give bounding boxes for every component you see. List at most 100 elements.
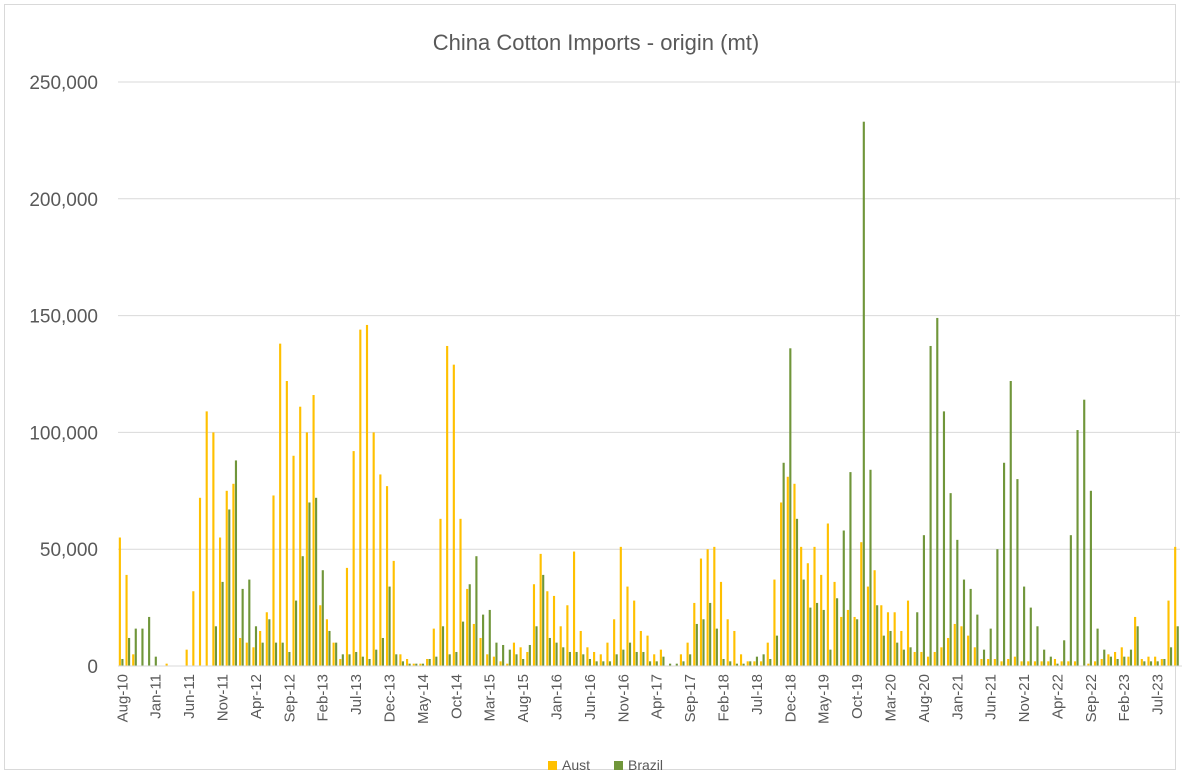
bar-aust xyxy=(239,637,242,666)
bar-aust xyxy=(1013,656,1016,666)
series-aust-bars xyxy=(118,324,1177,666)
y-tick-label: 200,000 xyxy=(29,190,98,211)
bar-brazil xyxy=(508,649,511,666)
bar-brazil xyxy=(495,642,498,666)
bar-aust xyxy=(1154,656,1157,666)
bar-aust xyxy=(753,661,756,666)
bar-brazil xyxy=(582,654,585,666)
bar-aust xyxy=(546,591,549,666)
bar-aust xyxy=(552,595,556,666)
bar-aust xyxy=(760,661,763,666)
bar-brazil xyxy=(268,619,271,666)
bar-brazil xyxy=(535,626,538,666)
bar-aust xyxy=(806,563,809,666)
bar-brazil xyxy=(1143,661,1146,666)
bar-brazil xyxy=(288,651,291,666)
bar-brazil xyxy=(909,647,912,666)
bar-brazil xyxy=(856,619,859,666)
bar-brazil xyxy=(154,656,157,666)
bar-aust xyxy=(539,553,542,666)
bar-aust xyxy=(1120,647,1123,666)
bar-brazil xyxy=(388,586,391,666)
x-tick-label: Aug-20 xyxy=(916,674,933,722)
bar-brazil xyxy=(789,348,792,666)
bar-brazil xyxy=(295,600,298,666)
bar-aust xyxy=(940,647,943,666)
bar-brazil xyxy=(1009,381,1012,666)
bar-aust xyxy=(800,546,803,666)
bar-brazil xyxy=(341,654,344,666)
bar-aust xyxy=(886,612,890,666)
y-tick-label: 250,000 xyxy=(29,73,98,94)
bar-brazil xyxy=(488,609,491,666)
bar-aust xyxy=(793,483,796,666)
bar-brazil xyxy=(461,621,465,666)
x-tick-label: May-19 xyxy=(816,674,833,724)
bar-aust xyxy=(1127,656,1130,666)
bar-brazil xyxy=(274,642,278,666)
x-tick-label: Sep-22 xyxy=(1083,674,1100,722)
bar-brazil xyxy=(381,637,384,666)
bar-brazil xyxy=(896,642,899,666)
bar-brazil xyxy=(1096,628,1099,666)
bar-brazil xyxy=(361,656,364,666)
bar-brazil xyxy=(348,654,351,666)
bar-brazil xyxy=(1129,649,1133,666)
bar-brazil xyxy=(922,535,925,666)
bar-aust xyxy=(379,474,382,666)
bar-aust xyxy=(305,432,308,666)
legend-label-brazil: Brazil xyxy=(628,757,663,773)
bar-aust xyxy=(1167,600,1170,666)
bar-aust xyxy=(459,518,462,666)
bar-aust xyxy=(486,654,489,666)
bar-brazil xyxy=(128,637,131,666)
bar-brazil xyxy=(1023,586,1026,666)
bar-aust xyxy=(1107,654,1110,666)
bar-brazil xyxy=(435,656,438,666)
bar-aust xyxy=(352,451,355,666)
bar-brazil xyxy=(996,549,999,666)
bar-aust xyxy=(118,537,121,666)
bar-aust xyxy=(853,616,856,666)
bar-brazil xyxy=(876,605,879,666)
bar-brazil xyxy=(575,651,578,666)
bar-aust xyxy=(312,395,315,666)
bar-brazil xyxy=(642,651,645,666)
bar-brazil xyxy=(829,649,832,666)
bar-aust xyxy=(412,663,415,666)
bar-brazil xyxy=(916,612,919,666)
bar-aust xyxy=(359,329,362,666)
bar-brazil xyxy=(1056,663,1059,666)
bar-aust xyxy=(780,502,783,666)
bar-aust xyxy=(606,642,609,666)
bar-brazil xyxy=(415,663,418,666)
bar-aust xyxy=(820,574,823,666)
bar-aust xyxy=(960,626,963,666)
bar-brazil xyxy=(962,579,966,666)
bar-brazil xyxy=(1176,626,1179,666)
bar-aust xyxy=(299,406,302,666)
x-tick-label: Jul-13 xyxy=(348,674,365,715)
bar-brazil xyxy=(949,493,952,666)
bar-brazil xyxy=(882,635,885,666)
bar-aust xyxy=(319,605,322,666)
bar-brazil xyxy=(335,642,338,666)
x-tick-label: Jun-11 xyxy=(181,674,198,719)
bar-aust xyxy=(232,483,235,666)
bar-aust xyxy=(900,630,903,666)
bar-aust xyxy=(579,630,582,666)
bar-brazil xyxy=(842,530,845,666)
bar-aust xyxy=(325,619,328,666)
bar-brazil xyxy=(241,588,244,666)
x-axis-tick-labels: Aug-10 Jan-11 Jun-11 Nov-11 Apr-12 Sep-12 Feb-… xyxy=(114,674,1166,724)
bar-brazil xyxy=(682,661,685,666)
bar-aust xyxy=(739,654,743,666)
y-axis-tick-labels: 0 50,000 100,000 150,000 200,000 250,000 xyxy=(29,73,98,678)
bar-brazil xyxy=(1003,462,1006,666)
bar-brazil xyxy=(729,661,732,666)
bar-brazil xyxy=(261,642,264,666)
bar-brazil xyxy=(522,658,525,666)
bar-brazil xyxy=(989,628,992,666)
bar-aust xyxy=(1140,658,1143,666)
bar-aust xyxy=(345,567,349,666)
